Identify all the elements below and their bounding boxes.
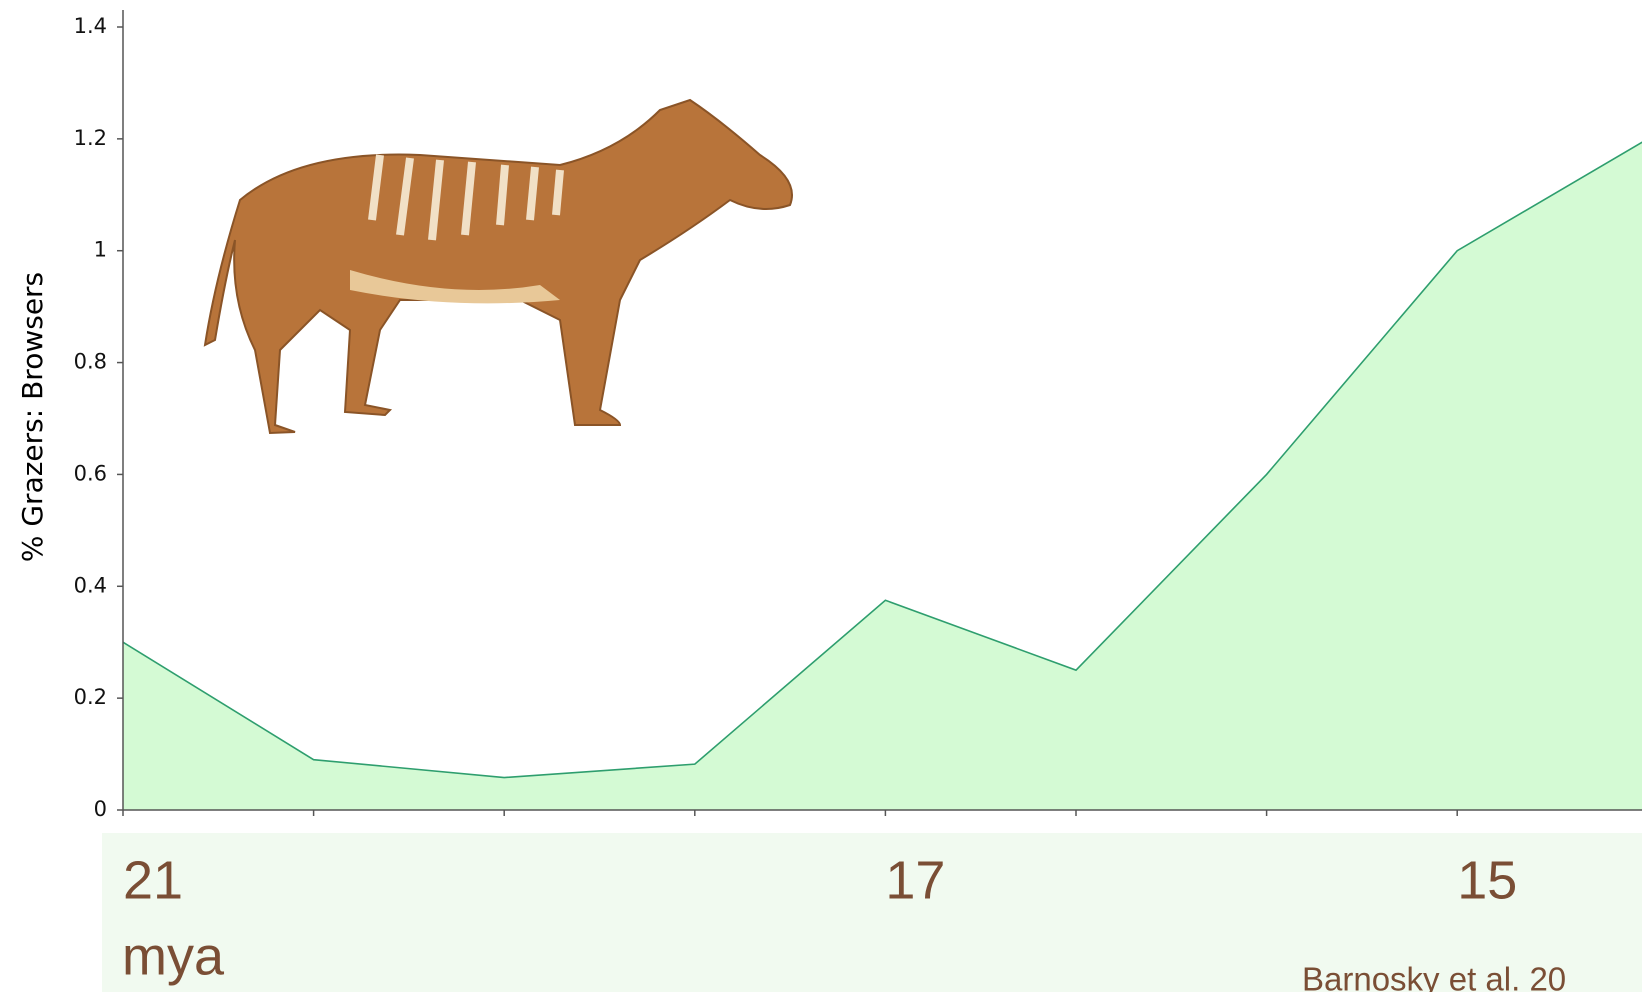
y-axis-label: % Grazers: Browsers [16, 272, 49, 562]
source-note: Barnosky et al. 20 [1302, 961, 1566, 992]
x-tick-label: 21 [123, 850, 183, 910]
y-tick-label: 0.2 [74, 685, 107, 709]
y-tick-label: 0 [94, 797, 107, 821]
y-tick-label: 0.8 [74, 350, 107, 374]
y-tick-label: 0.4 [74, 573, 107, 597]
y-tick-label: 0.6 [74, 461, 107, 485]
y-tick-label: 1 [94, 238, 107, 262]
x-tick-label: 15 [1457, 850, 1517, 910]
animal-body [203, 98, 793, 435]
animal-belly [350, 270, 560, 304]
area-line [122, 141, 1642, 779]
x-tick-label: 17 [885, 850, 945, 910]
area-fill [123, 142, 1642, 810]
illustration [203, 98, 793, 435]
animal-stripes [368, 154, 564, 241]
label-band [102, 833, 1642, 992]
y-tick-label: 1.4 [74, 14, 107, 38]
x-axis-unit: mya [122, 926, 225, 986]
y-tick-label: 1.2 [74, 126, 107, 150]
